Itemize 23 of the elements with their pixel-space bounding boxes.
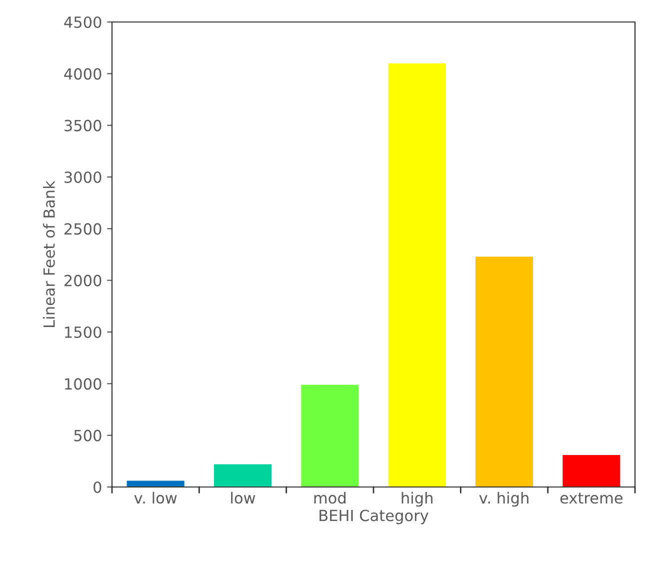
- bar: [562, 454, 620, 487]
- y-tick-label: 3000: [64, 171, 102, 184]
- y-axis-title: Linear Feet of Bank: [43, 180, 55, 327]
- y-tick-label: 0: [94, 481, 102, 494]
- x-tick-label: high: [402, 492, 432, 507]
- y-tick-label: 500: [74, 430, 102, 442]
- x-tick-label: mod: [314, 492, 346, 504]
- y-tick-label: 2500: [64, 223, 102, 235]
- y-tick-label: 1000: [65, 378, 102, 390]
- y-tick-label: 2000: [64, 274, 102, 286]
- x-tick-label: v. low: [134, 492, 177, 504]
- bar: [388, 63, 446, 487]
- bar: [301, 384, 359, 487]
- x-axis-title: BEHI Category: [320, 510, 428, 524]
- y-tick-label: 4000: [64, 68, 102, 80]
- y-tick-label: 1500: [65, 326, 102, 338]
- y-tick-label: 3500: [64, 120, 102, 132]
- y-tick-label: 4500: [64, 16, 102, 28]
- bar: [214, 464, 272, 487]
- x-tick-label: v. high: [479, 492, 528, 507]
- bar: [475, 256, 534, 487]
- x-tick-label: low: [231, 492, 256, 504]
- x-tick-label: extreme: [560, 492, 622, 504]
